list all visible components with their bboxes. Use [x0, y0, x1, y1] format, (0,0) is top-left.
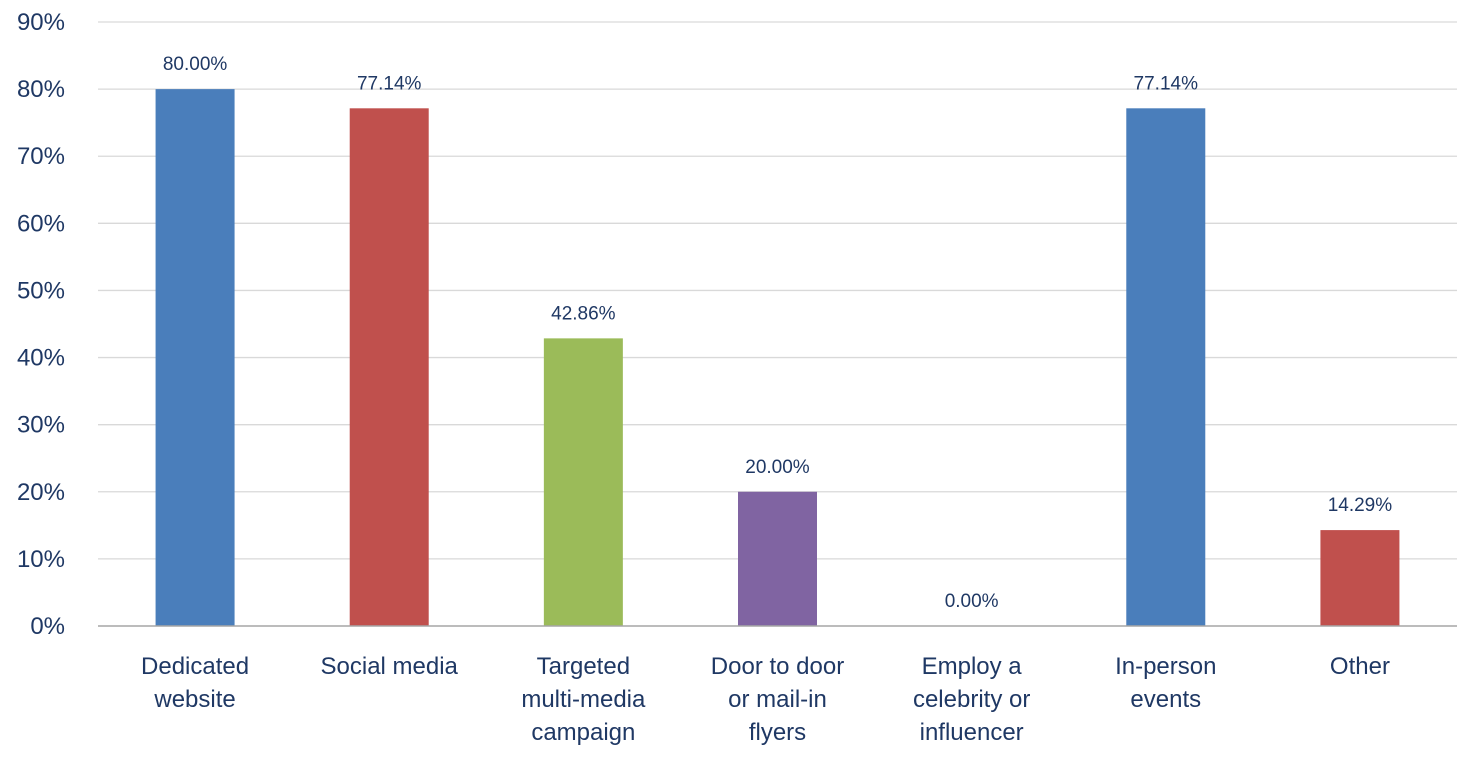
y-tick-label: 20% [17, 479, 65, 506]
data-label: 42.86% [551, 303, 616, 324]
y-tick-label: 80% [17, 76, 65, 103]
bar-6 [1320, 530, 1400, 626]
y-tick-label: 30% [17, 412, 65, 439]
y-tick-label: 50% [17, 277, 65, 304]
category-label: or mail-in [728, 686, 827, 713]
category-label: Other [1330, 653, 1390, 680]
category-label: multi-media [521, 686, 646, 713]
category-label: Social media [321, 653, 459, 680]
y-tick-label: 60% [17, 210, 65, 237]
bar-1 [349, 108, 429, 627]
gridlines [98, 21, 1457, 560]
bars [155, 89, 1400, 627]
y-tick-label: 40% [17, 345, 65, 372]
category-label: website [153, 686, 235, 713]
category-label: Dedicated [141, 653, 249, 680]
data-label: 77.14% [357, 73, 422, 94]
y-tick-label: 0% [30, 613, 65, 640]
category-label: events [1130, 686, 1201, 713]
data-label: 80.00% [163, 54, 228, 75]
category-label: In-person [1115, 653, 1216, 680]
data-label: 0.00% [945, 591, 999, 612]
bar-0 [155, 89, 235, 627]
y-tick-label: 10% [17, 546, 65, 573]
labels: 0% 10% 20% 30% 40% 50% 60% 70% 80% 90% 80.00% Dedic… [17, 9, 1392, 746]
bar-3 [738, 491, 817, 626]
category-label: campaign [531, 719, 635, 746]
category-label: Employ a [922, 653, 1023, 680]
category-label: celebrity or [913, 686, 1030, 713]
data-label: 77.14% [1134, 73, 1199, 94]
y-tick-label: 90% [17, 9, 65, 36]
category-label: Targeted [537, 653, 630, 680]
data-label: 20.00% [745, 457, 810, 478]
category-label: flyers [749, 719, 806, 746]
category-label: Door to door [711, 653, 844, 680]
bar-2 [543, 338, 623, 626]
y-tick-label: 70% [17, 143, 65, 170]
bar-5 [1126, 108, 1206, 627]
data-label: 14.29% [1328, 495, 1393, 516]
category-label: influencer [920, 719, 1024, 746]
